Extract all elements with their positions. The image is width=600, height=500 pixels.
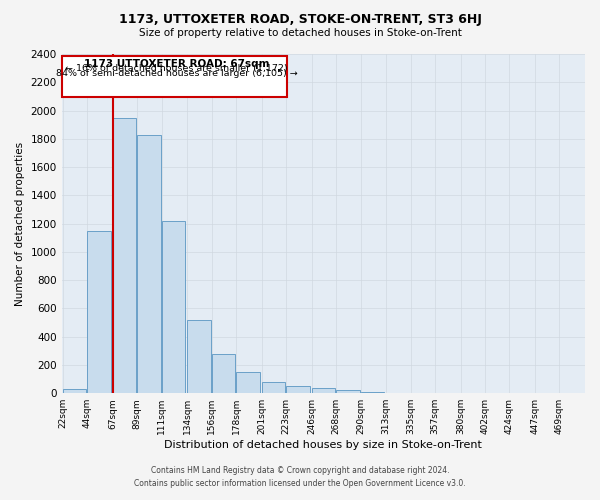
Bar <box>262 382 285 393</box>
Text: 84% of semi-detached houses are larger (6,105) →: 84% of semi-detached houses are larger (… <box>56 70 298 78</box>
Text: ← 16% of detached houses are smaller (1,172): ← 16% of detached houses are smaller (1,… <box>65 64 288 73</box>
Bar <box>386 392 410 393</box>
Bar <box>361 392 384 393</box>
Bar <box>336 390 359 393</box>
Bar <box>137 134 161 393</box>
Bar <box>286 386 310 393</box>
Bar <box>187 320 211 393</box>
Bar <box>311 388 335 393</box>
Bar <box>87 230 111 393</box>
Bar <box>63 389 86 393</box>
X-axis label: Distribution of detached houses by size in Stoke-on-Trent: Distribution of detached houses by size … <box>164 440 482 450</box>
Bar <box>212 354 235 393</box>
Bar <box>435 392 458 393</box>
Bar <box>113 118 136 393</box>
FancyBboxPatch shape <box>62 56 287 97</box>
Bar <box>410 392 434 393</box>
Text: Size of property relative to detached houses in Stoke-on-Trent: Size of property relative to detached ho… <box>139 28 461 38</box>
Text: 1173, UTTOXETER ROAD, STOKE-ON-TRENT, ST3 6HJ: 1173, UTTOXETER ROAD, STOKE-ON-TRENT, ST… <box>119 12 481 26</box>
Bar <box>236 372 260 393</box>
Text: 1173 UTTOXETER ROAD: 67sqm: 1173 UTTOXETER ROAD: 67sqm <box>84 58 269 68</box>
Y-axis label: Number of detached properties: Number of detached properties <box>15 142 25 306</box>
Text: Contains HM Land Registry data © Crown copyright and database right 2024.
Contai: Contains HM Land Registry data © Crown c… <box>134 466 466 487</box>
Bar <box>161 221 185 393</box>
